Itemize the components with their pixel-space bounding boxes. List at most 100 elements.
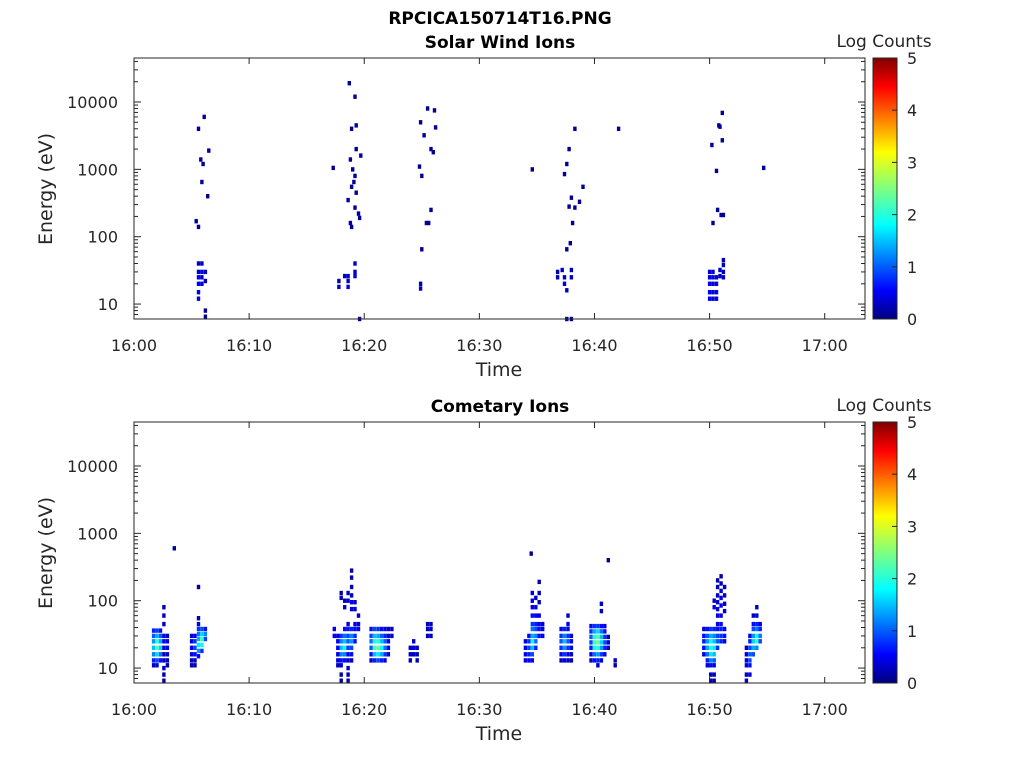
heatmap-cell	[709, 652, 713, 657]
heatmap-cell	[432, 108, 437, 113]
heatmap-cell	[349, 126, 354, 131]
heatmap-cell	[758, 633, 762, 639]
heatmap-cell	[386, 633, 391, 639]
heatmap-cell	[425, 626, 430, 632]
heatmap-cell	[196, 584, 201, 590]
heatmap-cell	[369, 652, 373, 657]
heatmap-cell	[712, 639, 716, 644]
heatmap-cell	[383, 652, 387, 657]
heatmap-cell	[523, 645, 528, 650]
heatmap-cell	[339, 595, 343, 601]
heatmap-cell	[346, 678, 350, 683]
y-axis-label: Energy (eV)	[35, 133, 57, 245]
heatmap-cell	[568, 241, 572, 246]
heatmap-cell	[523, 658, 528, 663]
heatmap-cell	[353, 600, 357, 605]
heatmap-cell	[744, 663, 749, 668]
heatmap-cell	[162, 672, 166, 677]
heatmap-cell	[596, 663, 600, 668]
heatmap-cell	[527, 645, 531, 650]
heatmap-cell	[592, 652, 597, 657]
heatmap-cell	[379, 652, 384, 657]
heatmap-cell	[199, 157, 203, 162]
heatmap-cell	[616, 126, 621, 131]
heatmap-cell	[200, 179, 204, 185]
heatmap-cell	[709, 645, 713, 650]
heatmap-cell	[336, 633, 340, 639]
heatmap-cell	[712, 626, 716, 632]
heatmap-cell	[537, 579, 541, 585]
heatmap-cell	[702, 633, 706, 639]
colorbar-gradient	[872, 421, 898, 684]
heatmap-cell	[707, 269, 712, 275]
heatmap-cell	[530, 167, 534, 172]
heatmap-cell	[530, 652, 534, 657]
heatmap-cell	[356, 211, 361, 216]
heatmap-cell	[203, 626, 208, 632]
heatmap-cell	[346, 590, 350, 596]
heatmap-cell	[603, 652, 607, 657]
heatmap-cell	[748, 639, 752, 644]
heatmap-cell	[346, 278, 350, 284]
heatmap-cell	[339, 645, 343, 650]
heatmap-cell	[530, 645, 534, 650]
plot-frame	[133, 57, 866, 320]
heatmap-cell	[712, 605, 716, 610]
colorbar-tick-label: 4	[907, 465, 917, 484]
heatmap-cell	[721, 257, 726, 263]
heatmap-cell	[569, 267, 574, 273]
heatmap-cell	[189, 639, 194, 644]
heatmap-cell	[158, 652, 163, 657]
heatmap-cell	[162, 678, 166, 683]
heatmap-cell	[200, 626, 204, 632]
heatmap-cell	[339, 639, 343, 644]
heatmap-cell	[383, 626, 387, 632]
heatmap-cell	[429, 633, 433, 639]
heatmap-cell	[722, 584, 727, 590]
heatmap-cell	[719, 595, 723, 601]
heatmap-cell	[712, 633, 716, 639]
heatmap-cell	[758, 639, 762, 644]
heatmap-cell	[200, 631, 204, 637]
heatmap-cell	[529, 551, 533, 556]
heatmap-cell	[714, 290, 719, 295]
heatmap-cell	[339, 678, 343, 683]
y-tick-label: 10000	[67, 457, 118, 476]
heatmap-cell	[408, 645, 412, 650]
heatmap-cell	[751, 633, 755, 639]
heatmap-cell	[151, 658, 156, 663]
heatmap-cell	[719, 626, 723, 632]
x-tick-label: 16:10	[226, 700, 272, 719]
y-tick-label: 10	[98, 295, 118, 314]
heatmap-cell	[719, 621, 723, 627]
heatmap-cell	[719, 588, 723, 594]
colorbar-tick-label: 4	[907, 101, 917, 120]
heatmap-cell	[349, 652, 354, 657]
heatmap-cell	[710, 142, 714, 148]
heatmap-cell	[386, 626, 391, 632]
heatmap-cell	[162, 633, 166, 639]
heatmap-cell	[530, 598, 534, 603]
heatmap-cell	[200, 281, 204, 286]
heatmap-cell	[537, 626, 541, 632]
heatmap-cell	[376, 652, 380, 657]
heatmap-cell	[353, 205, 357, 210]
heatmap-cell	[165, 658, 170, 663]
heatmap-cell	[203, 269, 208, 275]
heatmap-cell	[562, 652, 567, 657]
heatmap-cell	[762, 165, 766, 171]
heatmap-cell	[715, 578, 720, 583]
heatmap-cell	[606, 645, 610, 650]
heatmap-cell	[200, 269, 204, 275]
heatmap-cell	[353, 639, 357, 644]
heatmap-cell	[203, 278, 208, 284]
heatmap-cell	[562, 275, 567, 280]
heatmap-cell	[562, 633, 567, 639]
heatmap-cell	[415, 645, 419, 650]
heatmap-cell	[589, 645, 593, 650]
heatmap-cell	[711, 296, 715, 301]
heatmap-cell	[193, 652, 197, 657]
heatmap-cell	[751, 639, 755, 644]
heatmap-cell	[569, 633, 574, 639]
